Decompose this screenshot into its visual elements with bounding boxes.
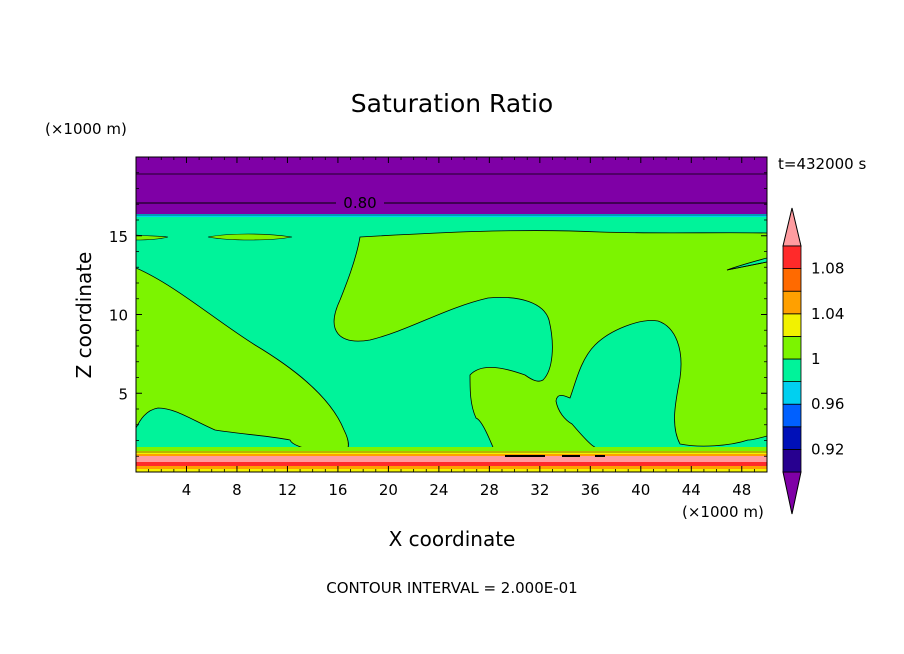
field-lower-orange [136, 454, 767, 457]
y-tick-label: 15 [109, 228, 128, 246]
x-axis: 4 8 12 16 20 24 28 32 36 40 44 48 [148, 157, 755, 499]
x-tick-label: 40 [631, 481, 650, 499]
x-tick-label: 32 [530, 481, 549, 499]
field-upper-cyan-line [136, 214, 767, 217]
field-upper-purple [136, 157, 767, 215]
field-lower-pink [136, 456, 767, 462]
chart-title: Saturation Ratio [351, 89, 553, 118]
contour-label: 0.80 [343, 194, 376, 212]
y-axis: 5 10 15 [109, 172, 767, 457]
field-lower-red [136, 462, 767, 466]
field-lower-yg [136, 447, 767, 452]
time-label: t=432000 s [778, 155, 866, 173]
colorbar-top-triangle [782, 207, 802, 247]
y-tick-label: 10 [109, 307, 128, 325]
contour-interval-footer: CONTOUR INTERVAL = 2.000E-01 [326, 579, 577, 597]
y-axis-label: Z coordinate [72, 252, 96, 379]
colorbar-box [782, 245, 802, 270]
x-tick-label: 8 [232, 481, 242, 499]
x-axis-label: X coordinate [389, 527, 516, 551]
field-lower-yellow [136, 451, 767, 454]
colorbar-box [782, 426, 802, 450]
colorbar-box [782, 335, 802, 360]
x-tick-label: 16 [328, 481, 347, 499]
colorbar-tick-label: 1.08 [811, 260, 844, 278]
colorbar-box [782, 358, 802, 383]
z-unit-label: (×1000 m) [45, 120, 127, 138]
colorbar: 0.92 0.96 1 1.04 1.08 [782, 207, 844, 515]
colorbar-bottom-triangle [782, 471, 802, 515]
field-region-yg-cap-mid [207, 233, 293, 241]
x-tick-label: 48 [732, 481, 751, 499]
colorbar-tick-label: 1.04 [811, 305, 844, 323]
x-tick-label: 4 [182, 481, 192, 499]
x-tick-label: 12 [278, 481, 297, 499]
field-region-yg-cap-left [136, 234, 169, 241]
colorbar-tick-label: 0.92 [811, 440, 844, 458]
field-lower-orange2 [136, 466, 767, 469]
x-tick-label: 24 [429, 481, 448, 499]
plot-area [136, 157, 767, 472]
contour-line-right-notch [726, 261, 767, 271]
x-tick-label: 44 [682, 481, 701, 499]
colorbar-box [782, 448, 802, 473]
colorbar-box [782, 290, 802, 315]
y-tick-label: 5 [118, 385, 128, 403]
x-unit-label: (×1000 m) [682, 503, 764, 521]
colorbar-tick-label: 1 [811, 350, 821, 368]
colorbar-box [782, 403, 802, 428]
colorbar-box [782, 381, 802, 405]
colorbar-tick-label: 0.96 [811, 395, 844, 413]
x-tick-label: 28 [480, 481, 499, 499]
colorbar-box [782, 313, 802, 337]
x-tick-label: 36 [581, 481, 600, 499]
x-tick-label: 20 [379, 481, 398, 499]
field-region-yg-center [333, 230, 767, 453]
colorbar-box [782, 268, 802, 292]
